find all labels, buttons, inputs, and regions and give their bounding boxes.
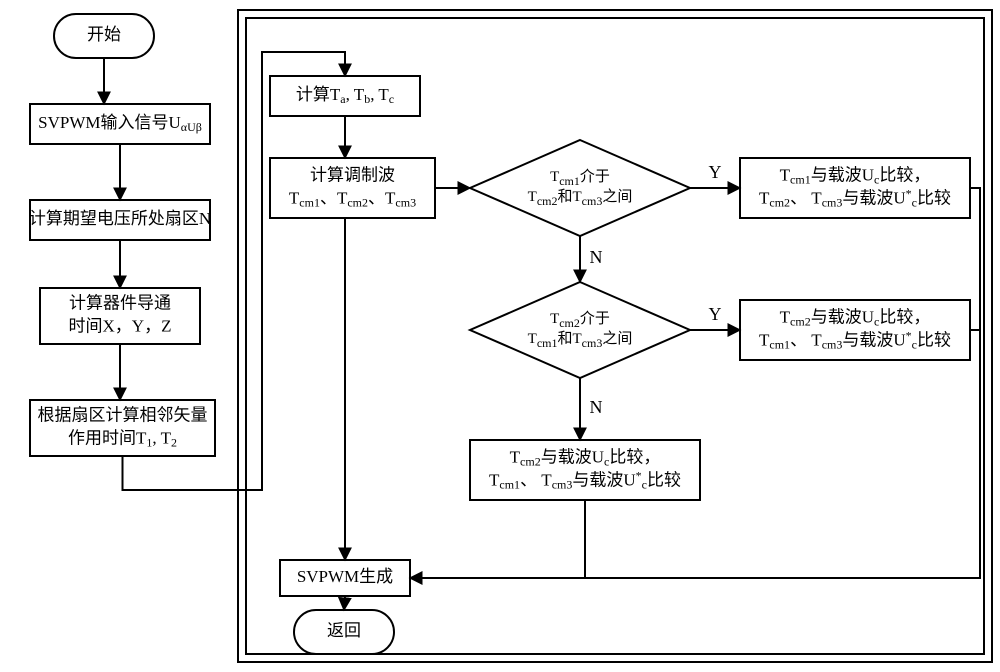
a-r1-b7: [410, 188, 980, 578]
svg-text:根据扇区计算相邻矢量: 根据扇区计算相邻矢量: [38, 405, 208, 424]
svg-text:Tcm1介于: Tcm1介于: [550, 168, 610, 188]
svg-text:计算Ta, Tb, Tc: 计算Ta, Tb, Tc: [296, 85, 394, 106]
box-label-b2: 计算期望电压所处扇区N: [29, 209, 211, 228]
lbl-d1-y: Y: [709, 162, 722, 182]
svg-text:Tcm2介于: Tcm2介于: [550, 310, 610, 330]
a-b7-return: [344, 596, 345, 610]
box-label-b7: SVPWM生成: [297, 567, 393, 586]
lbl-d2-n: N: [590, 397, 603, 417]
svg-text:返回: 返回: [327, 621, 361, 640]
diamond-d2: [470, 282, 690, 378]
lbl-d1-n: N: [590, 247, 603, 267]
svg-text:计算期望电压所处扇区N: 计算期望电压所处扇区N: [29, 209, 211, 228]
diamond-d1: [470, 140, 690, 236]
box-label-b1: SVPWM输入信号UαUβ: [38, 113, 202, 134]
svg-text:开始: 开始: [87, 25, 121, 44]
svg-text:作用时间T1, T2: 作用时间T1, T2: [68, 428, 177, 449]
terminal-label-start: 开始: [87, 25, 121, 44]
svg-text:时间X，Y，Z: 时间X，Y，Z: [69, 316, 172, 335]
svg-text:SVPWM输入信号UαUβ: SVPWM输入信号UαUβ: [38, 113, 202, 134]
svg-text:计算调制波: 计算调制波: [310, 165, 395, 184]
svg-text:SVPWM生成: SVPWM生成: [297, 567, 393, 586]
terminal-label-return: 返回: [327, 621, 361, 640]
lbl-d2-y: Y: [709, 304, 722, 324]
box-label-b5: 计算Ta, Tb, Tc: [296, 85, 394, 106]
svg-text:计算器件导通: 计算器件导通: [69, 293, 171, 312]
